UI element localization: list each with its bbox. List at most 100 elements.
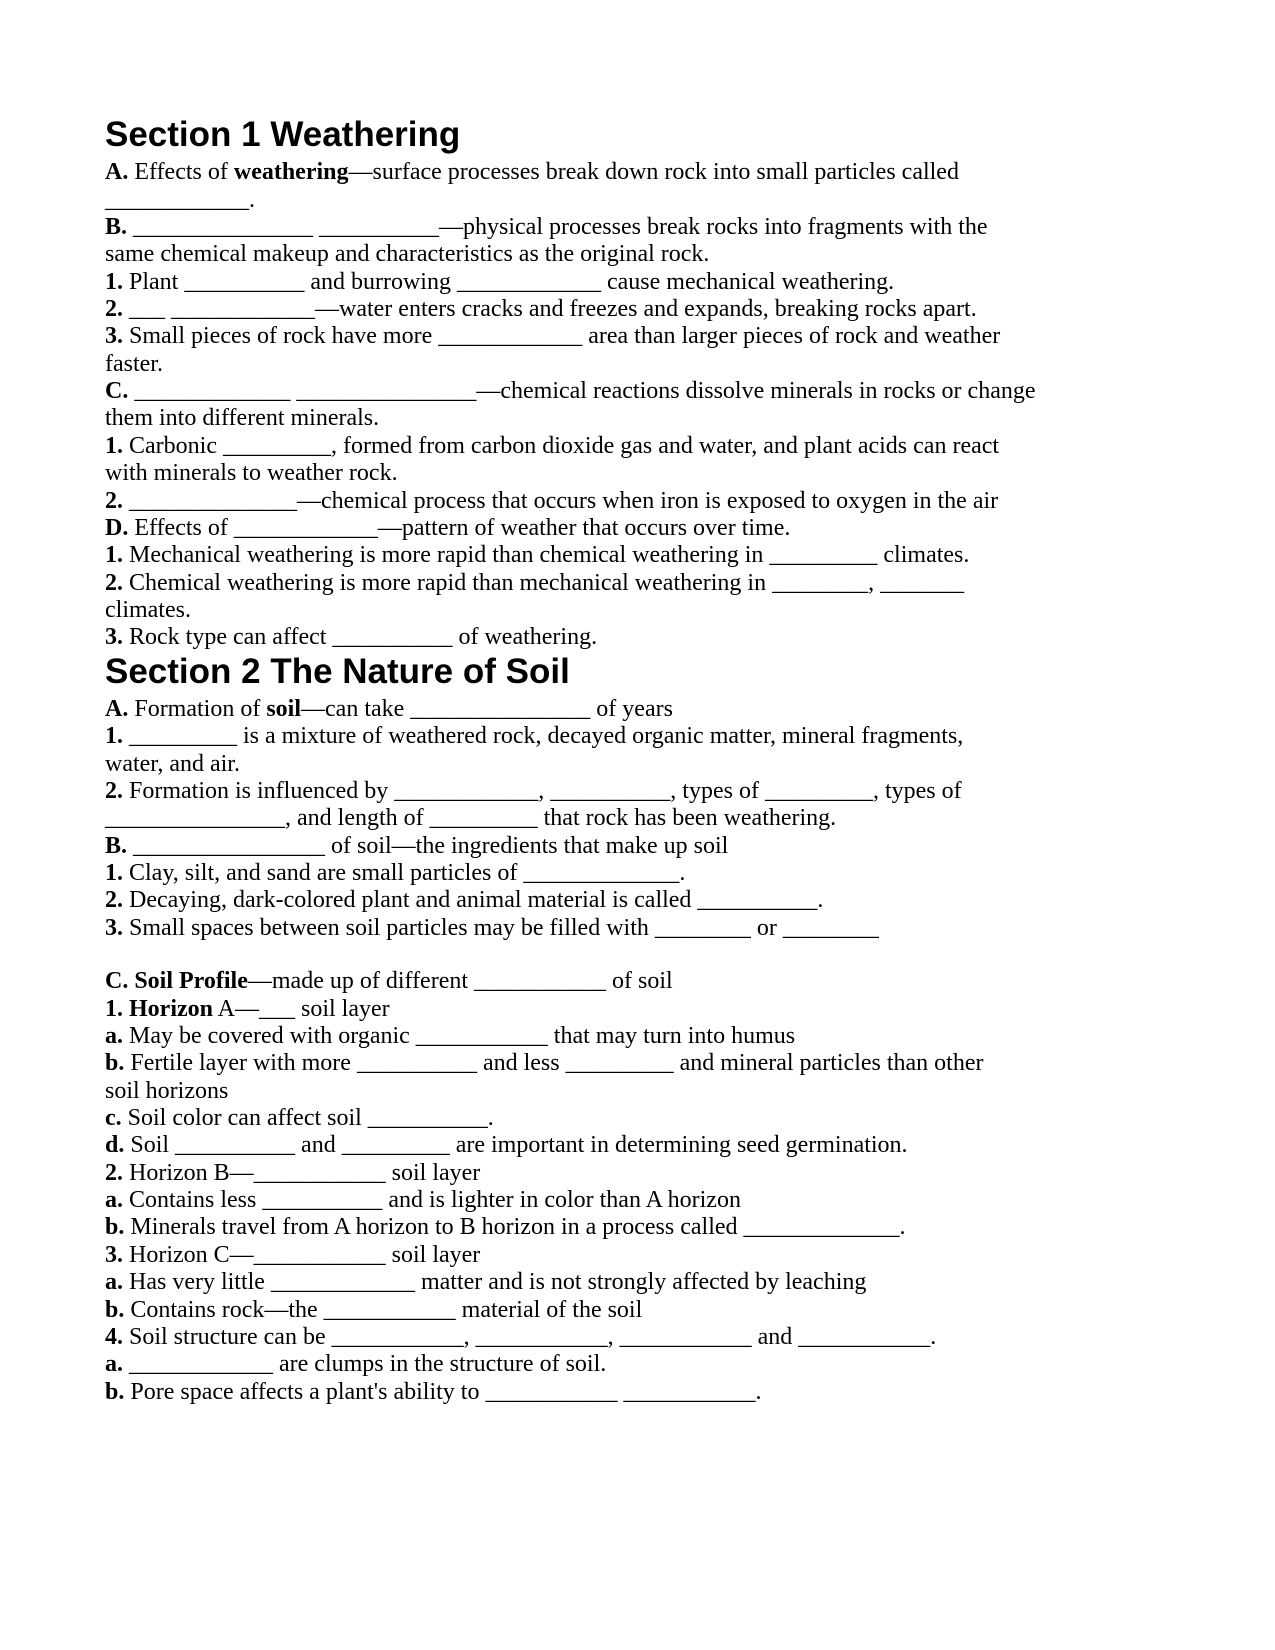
s1-A-post: —surface processes break down rock into … [349, 159, 959, 185]
s2-label-b4: b. [105, 1379, 124, 1405]
s2-C4b-text: Pore space affects a plant's ability to … [124, 1379, 761, 1405]
s2-C1b-line2: soil horizons [105, 1078, 1175, 1105]
s2-B3: 3. Small spaces between soil particles m… [105, 915, 1175, 942]
s2-C2b: b. Minerals travel from A horizon to B h… [105, 1214, 1175, 1241]
s2-C2: 2. Horizon B—___________ soil layer [105, 1160, 1175, 1187]
s1-C1-line2: with minerals to weather rock. [105, 460, 1175, 487]
label-A: A. [105, 159, 128, 185]
label-2b: 2. [105, 488, 123, 514]
s1-C-text1: _____________ _______________—chemical r… [128, 378, 1035, 404]
s2-label-2: 2. [105, 778, 123, 804]
s2-C-text: —made up of different ___________ of soi… [248, 968, 673, 994]
s2-C1-text: A—___ soil layer [213, 996, 390, 1022]
s2-label-B: B. [105, 833, 127, 859]
s1-D: D. Effects of ____________—pattern of we… [105, 515, 1175, 542]
s2-C3a: a. Has very little ____________ matter a… [105, 1269, 1175, 1296]
s1-B3-line2: faster. [105, 351, 1175, 378]
s2-A-pre: Formation of [128, 696, 266, 722]
s2-label-A: A. [105, 696, 128, 722]
s2-A: A. Formation of soil—can take __________… [105, 696, 1175, 723]
s2-C1a-text: May be covered with organic ___________ … [123, 1023, 795, 1049]
label-3: 3. [105, 323, 123, 349]
s2-C3: 3. Horizon C—___________ soil layer [105, 1242, 1175, 1269]
s1-D3: 3. Rock type can affect __________ of we… [105, 624, 1175, 651]
s2-C: C. Soil Profile—made up of different ___… [105, 968, 1175, 995]
s2-label-b: b. [105, 1050, 124, 1076]
s2-C1a: a. May be covered with organic _________… [105, 1023, 1175, 1050]
s1-D-text: Effects of ____________—pattern of weath… [128, 515, 790, 541]
s2-label-a2: a. [105, 1187, 123, 1213]
s2-C2a: a. Contains less __________ and is light… [105, 1187, 1175, 1214]
s2-B-text: ________________ of soil—the ingredients… [127, 833, 728, 859]
label-3b: 3. [105, 624, 123, 650]
s2-A-bold: soil [266, 696, 301, 722]
s2-C3-text: Horizon C—___________ soil layer [123, 1242, 480, 1268]
s1-B2: 2. ___ ____________—water enters cracks … [105, 296, 1175, 323]
s1-D2-line1: 2. Chemical weathering is more rapid tha… [105, 570, 1175, 597]
s1-A-line2: ____________. [105, 187, 1175, 214]
s2-label-1c: 1. Horizon [105, 996, 213, 1022]
s2-label-a4: a. [105, 1351, 123, 1377]
s2-B1: 1. Clay, silt, and sand are small partic… [105, 860, 1175, 887]
s2-A2-text1: Formation is influenced by ____________,… [123, 778, 962, 804]
s1-D2-text1: Chemical weathering is more rapid than m… [123, 570, 964, 596]
s2-A1-line1: 1. _________ is a mixture of weathered r… [105, 723, 1175, 750]
s2-label-c: c. [105, 1105, 122, 1131]
s1-C-line1: C. _____________ _______________—chemica… [105, 378, 1175, 405]
s2-A-post: —can take _______________ of years [301, 696, 673, 722]
s1-C1-line1: 1. Carbonic _________, formed from carbo… [105, 433, 1175, 460]
s2-label-2c: 2. [105, 1160, 123, 1186]
section-1-title: Section 1 Weathering [105, 115, 1175, 155]
s2-label-3b: 3. [105, 1242, 123, 1268]
s2-C2a-text: Contains less __________ and is lighter … [123, 1187, 741, 1213]
s1-C2-text: ______________—chemical process that occ… [123, 488, 998, 514]
s2-C1: 1. Horizon A—___ soil layer [105, 996, 1175, 1023]
s2-label-3: 3. [105, 915, 123, 941]
s2-B1-text: Clay, silt, and sand are small particles… [123, 860, 685, 886]
section-2-title: Section 2 The Nature of Soil [105, 652, 1175, 692]
s2-label-4: 4. [105, 1324, 123, 1350]
s1-A-bold: weathering [234, 159, 349, 185]
s1-A-line1: A. Effects of weathering—surface process… [105, 159, 1175, 186]
s1-D1-text: Mechanical weathering is more rapid than… [123, 542, 969, 568]
s2-label-1b: 1. [105, 860, 123, 886]
s2-label-a: a. [105, 1023, 123, 1049]
s1-B1: 1. Plant __________ and burrowing ______… [105, 269, 1175, 296]
s1-C2: 2. ______________—chemical process that … [105, 488, 1175, 515]
s2-label-a3: a. [105, 1269, 123, 1295]
s2-C3a-text: Has very little ____________ matter and … [123, 1269, 866, 1295]
s2-C1d-text: Soil __________ and _________ are import… [124, 1132, 907, 1158]
s2-C1b-text1: Fertile layer with more __________ and l… [124, 1050, 983, 1076]
s2-label-d: d. [105, 1132, 124, 1158]
s2-C4a-text: ____________ are clumps in the structure… [123, 1351, 606, 1377]
s2-C2b-text: Minerals travel from A horizon to B hori… [124, 1214, 905, 1240]
s1-B3-text1: Small pieces of rock have more _________… [123, 323, 1000, 349]
s1-A-pre: Effects of [128, 159, 234, 185]
label-C: C. [105, 378, 128, 404]
s1-B2-text: ___ ____________—water enters cracks and… [123, 296, 977, 322]
s1-C1-text1: Carbonic _________, formed from carbon d… [123, 433, 999, 459]
s2-B3-text: Small spaces between soil particles may … [123, 915, 879, 941]
s1-C-line2: them into different minerals. [105, 405, 1175, 432]
label-2: 2. [105, 296, 123, 322]
s1-B-line2: same chemical makeup and characteristics… [105, 241, 1175, 268]
s2-C1c: c. Soil color can affect soil __________… [105, 1105, 1175, 1132]
s2-C3b: b. Contains rock—the ___________ materia… [105, 1297, 1175, 1324]
s1-B3-line1: 3. Small pieces of rock have more ______… [105, 323, 1175, 350]
label-1b: 1. [105, 433, 123, 459]
s2-A1-text1: _________ is a mixture of weathered rock… [123, 723, 963, 749]
s1-B-line1: B. _______________ __________—physical p… [105, 214, 1175, 241]
s2-A2-line1: 2. Formation is influenced by __________… [105, 778, 1175, 805]
s2-label-b3: b. [105, 1297, 124, 1323]
s2-C1d: d. Soil __________ and _________ are imp… [105, 1132, 1175, 1159]
s2-C1b-line1: b. Fertile layer with more __________ an… [105, 1050, 1175, 1077]
s2-label-b2: b. [105, 1214, 124, 1240]
s2-C4a: a. ____________ are clumps in the struct… [105, 1351, 1175, 1378]
s1-D1: 1. Mechanical weathering is more rapid t… [105, 542, 1175, 569]
s2-label-1: 1. [105, 723, 123, 749]
s1-D2-line2: climates. [105, 597, 1175, 624]
s2-B: B. ________________ of soil—the ingredie… [105, 833, 1175, 860]
s2-C4: 4. Soil structure can be ___________, __… [105, 1324, 1175, 1351]
worksheet-page: Section 1 Weathering A. Effects of weath… [0, 0, 1275, 1406]
label-1: 1. [105, 269, 123, 295]
